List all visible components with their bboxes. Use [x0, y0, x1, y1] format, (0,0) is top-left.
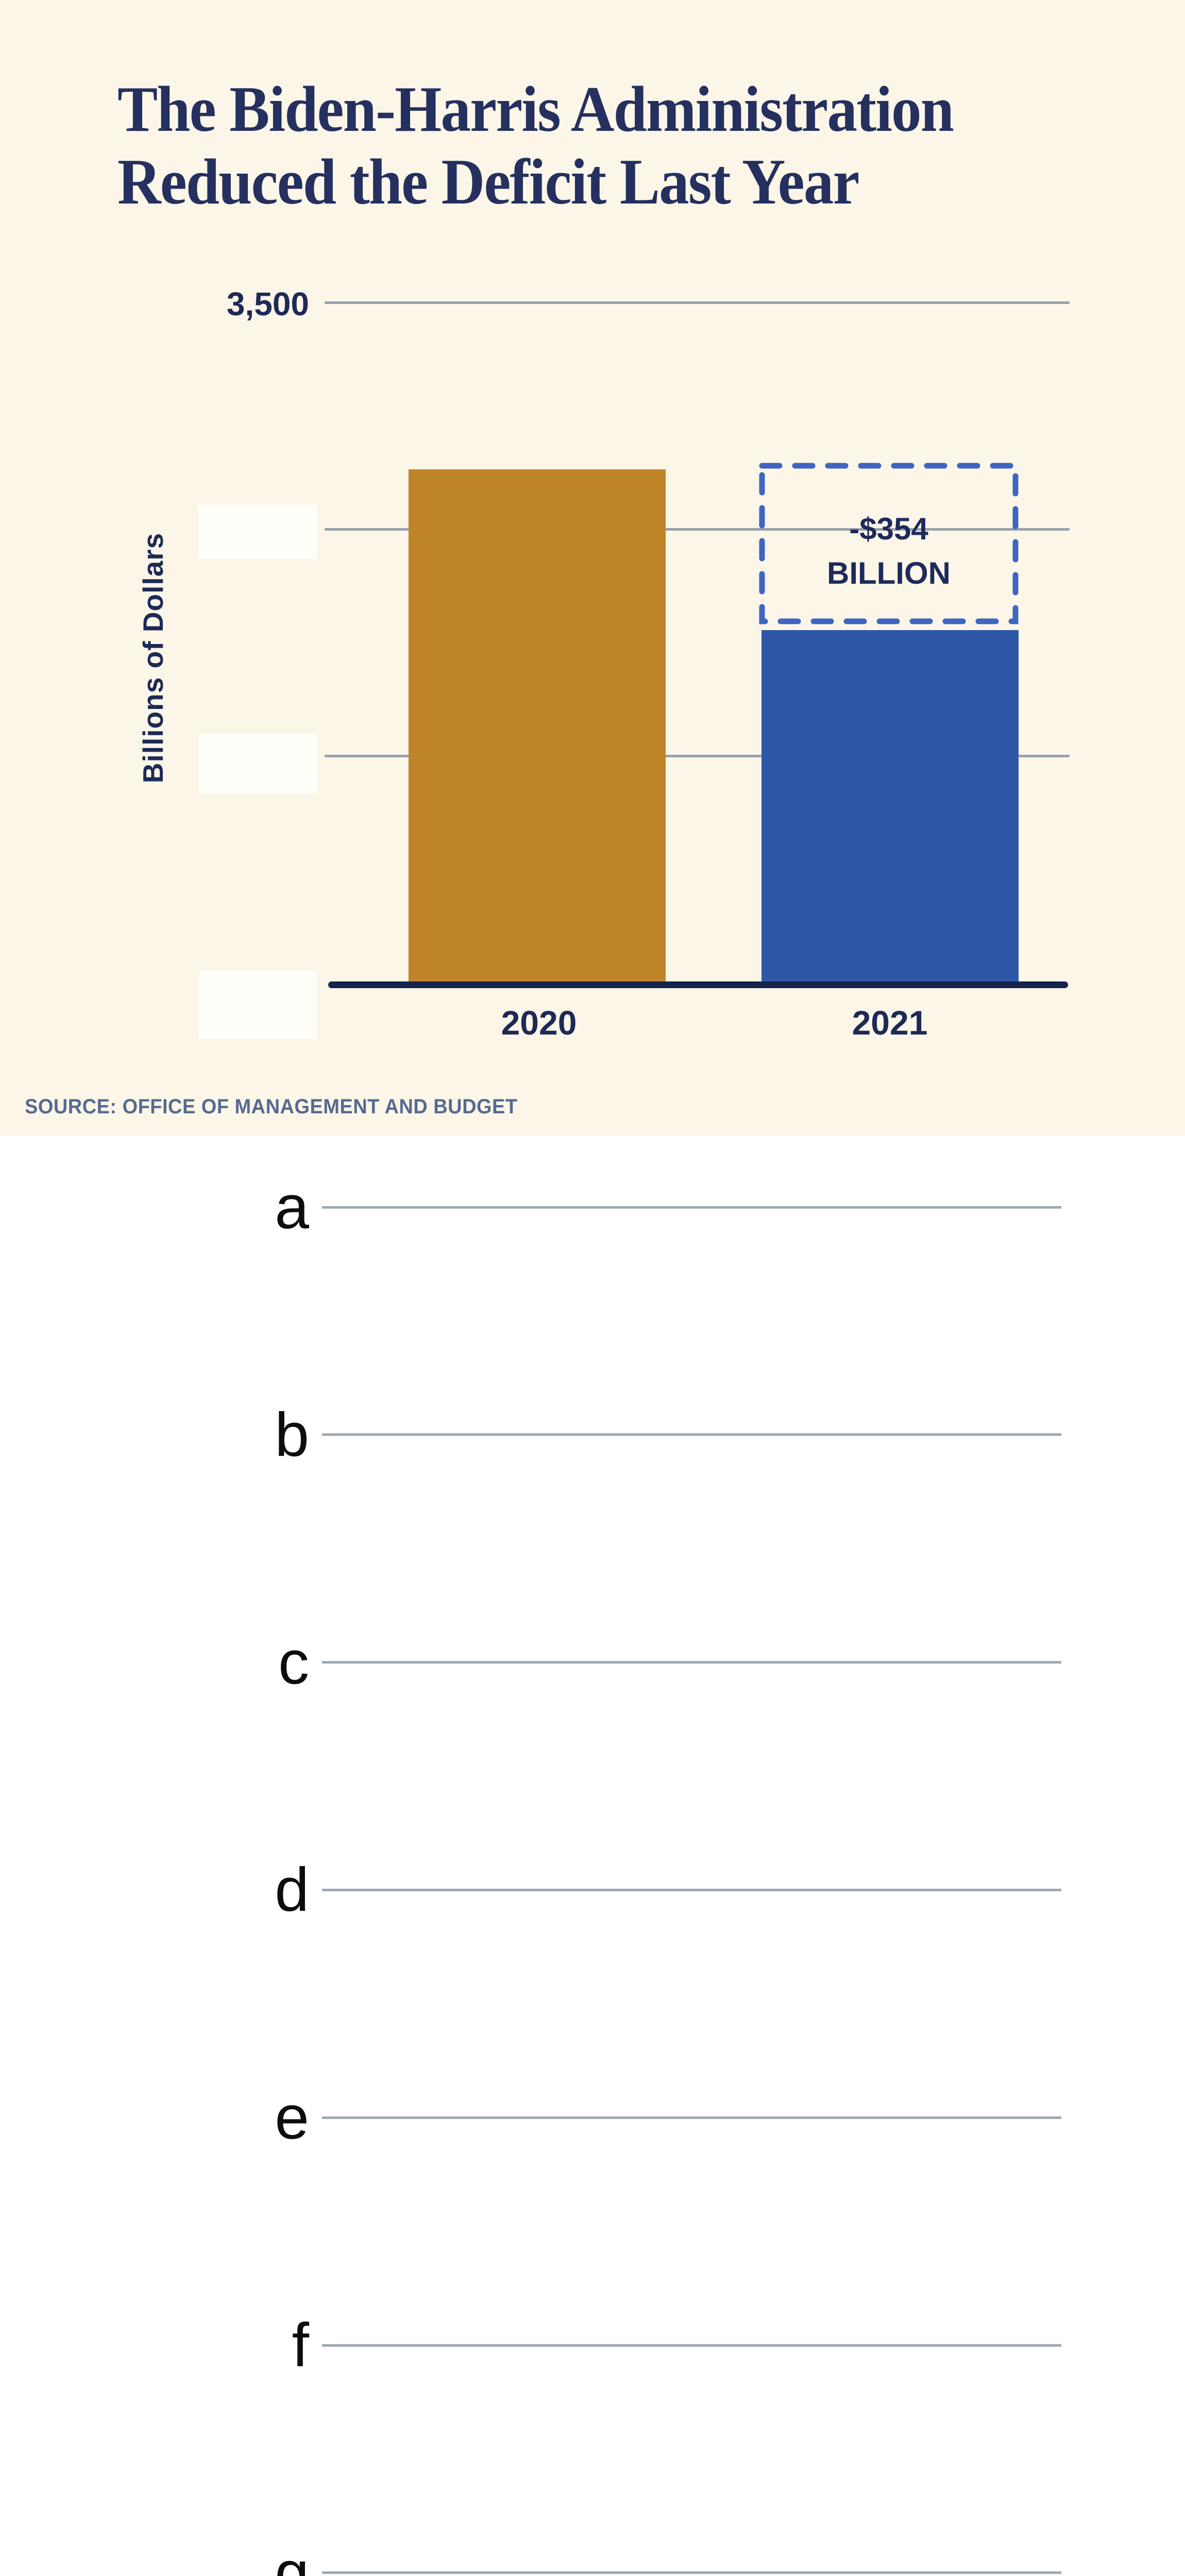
answer-row-g: g	[222, 2537, 1061, 2576]
x-tick-label-2021: 2021	[852, 1004, 928, 1042]
chart-title-line1: The Biden-Harris Administration	[117, 74, 954, 146]
bar-2020	[409, 469, 666, 982]
answer-row-f: f	[222, 2309, 1061, 2381]
answer-blank-line-g	[322, 2571, 1061, 2574]
answer-blank-line-d	[322, 1888, 1061, 1891]
answer-blank-line-c	[322, 1661, 1061, 1664]
deficit-bar-chart: The Biden-Harris Administration Reduced t…	[0, 0, 1185, 1136]
answer-blank-line-a	[322, 1206, 1061, 1209]
answer-row-b: b	[222, 1399, 1061, 1471]
answer-blank-line-b	[322, 1433, 1061, 1436]
answer-letter-d: d	[275, 1855, 309, 1925]
gridline-3500	[325, 301, 1070, 304]
answer-blank-line-e	[322, 2116, 1061, 2119]
answer-letter-g: g	[275, 2538, 309, 2576]
chart-title-line2: Reduced the Deficit Last Year	[117, 146, 860, 218]
x-axis-line	[328, 981, 1068, 988]
answer-letter-e: e	[275, 2083, 309, 2153]
answer-letter-f: f	[292, 2311, 309, 2380]
y-axis-title: Billions of Dollars	[137, 532, 169, 784]
source-note: SOURCE: OFFICE OF MANAGEMENT AND BUDGET	[25, 1095, 518, 1118]
answer-letter-b: b	[275, 1400, 309, 1469]
difference-annotation: -$354 BILLION	[764, 507, 1013, 596]
x-tick-label-2020: 2020	[501, 1004, 577, 1042]
answer-row-a: a	[222, 1171, 1061, 1243]
difference-annotation-line2: BILLION	[827, 556, 951, 590]
covered-tick-label-patch-3000	[198, 505, 317, 559]
difference-highlight-dashed-box	[759, 463, 1019, 624]
answer-blank-line-f	[322, 2344, 1061, 2347]
answer-row-d: d	[222, 1854, 1061, 1926]
answer-letter-c: c	[278, 1628, 309, 1697]
answer-row-c: c	[222, 1626, 1061, 1699]
gridline-3000	[325, 528, 1070, 531]
answer-worksheet: a b c d e f g	[0, 1136, 1185, 2576]
answer-row-e: e	[222, 2081, 1061, 2154]
covered-tick-label-patch-2000	[199, 971, 316, 1039]
bar-2021	[761, 630, 1019, 982]
answer-letter-a: a	[275, 1173, 309, 1242]
chart-title: The Biden-Harris Administration Reduced t…	[117, 73, 1076, 218]
y-axis-tick-3500: 3,500	[226, 285, 309, 323]
covered-tick-label-patch-2500	[198, 734, 317, 793]
difference-annotation-line1: -$354	[849, 512, 928, 546]
gridline-2500	[325, 755, 1070, 758]
